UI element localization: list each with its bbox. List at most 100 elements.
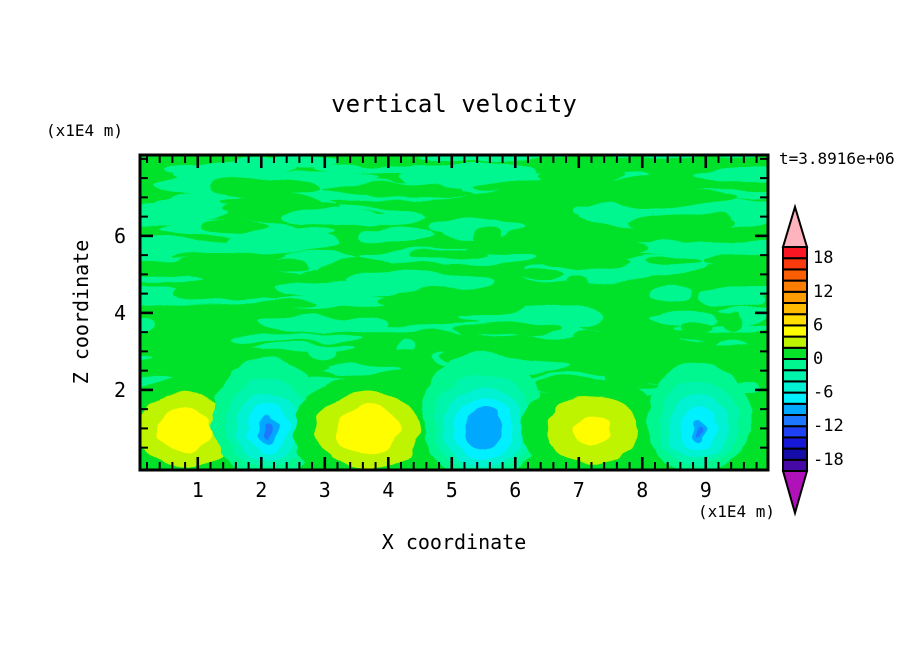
colorbar-segment [782,346,808,360]
mottle-streak [141,317,156,333]
mottle-streak [681,319,714,333]
mottle-streak [274,281,402,296]
mottle-streak [537,223,622,235]
mottle-streak [408,250,489,261]
mottle-streak [232,333,365,342]
x-tick-label: 6 [509,478,521,502]
mottle-streak [226,235,314,246]
mottle-streak [278,209,382,225]
contour-ring-updraft-3 [574,416,612,445]
mottle-streak [173,252,261,261]
x-tick-label: 2 [255,478,267,502]
colorbar-segment [782,358,808,372]
colorbar-segment [782,290,808,304]
mottle-streak [682,159,753,169]
time-label: t=3.8916e+06 [779,149,895,168]
mottle-streak [419,299,525,316]
x-tick-label: 3 [319,478,331,502]
contour-ring-updraft-2 [336,406,400,455]
mottle-streak [319,365,401,374]
colorbar-segment [782,425,808,439]
z-axis-label: Z coordinate [69,240,93,385]
mottle-streak [367,211,426,225]
colorbar-segment [782,447,808,461]
mottle-streak [522,270,563,279]
colorbar-segment [782,391,808,405]
tick-labels: 1 2 3 4 5 6 7 8 9 2 4 6 [114,224,712,502]
mottle-streak [685,342,764,354]
contour-ring-downdraft-2 [463,406,502,453]
mottle-streak [141,156,241,165]
z-tick-label: 4 [114,301,126,325]
z-tick-label: 6 [114,224,126,248]
mottle-streak [358,226,435,242]
mottle-streak [210,177,324,198]
mottle-streak [350,156,420,168]
mottle-streak [690,166,767,183]
colorbar-tick-label: -6 [813,383,833,403]
x-tick-label: 4 [382,478,394,502]
mottle-streak [543,257,630,270]
mottle-streak [252,260,311,273]
colorbar: 18 12 6 0 -6 -12 -18 [781,203,844,517]
colorbar-tick-label: 6 [813,315,823,335]
colorbar-tick-label: -18 [813,450,844,470]
mottle-streak [274,299,315,308]
mottle-streak [356,349,436,360]
colorbar-segment [782,246,808,260]
colorbar-segment [782,380,808,394]
x-tick-label: 7 [573,478,585,502]
x-tick-label: 1 [192,478,204,502]
colorbar-tick-label: -12 [813,416,844,436]
colorbar-segment [782,302,808,316]
colorbar-segment [782,268,808,282]
contour-ring-downdraft-3 [696,424,703,437]
mottle-streak [376,294,430,310]
mottle-streak [567,312,598,320]
mottle-streak [249,343,354,352]
mottle-streak [576,242,648,256]
colorbar-segment [782,414,808,428]
contour-field [141,156,767,469]
mottle-streak [313,325,452,333]
mottle-streak [421,156,573,161]
colorbar-tick-label: 18 [813,248,833,268]
colorbar-tick-label: 0 [813,349,823,369]
contour-ring-updraft-1 [157,409,214,452]
mottle-streak [704,252,767,266]
x-axis-unit-label: (x1E4 m) [698,502,775,521]
mottle-streak [724,314,744,331]
mottle-streak [607,188,737,208]
mottle-streak [560,290,585,306]
mottle-streak [644,255,703,264]
mottle-streak [525,306,604,327]
x-tick-label: 8 [636,478,648,502]
mottle-streak [615,330,720,338]
colorbar-segment [782,458,808,472]
colorbar-segment [782,324,808,338]
mottle-streak [565,275,590,290]
colorbar-segment [782,402,808,416]
plot-frame [138,153,770,472]
mottle-streak [719,308,767,317]
mottle-streak [630,213,738,232]
mottle-streak [452,322,561,336]
mottle-streak [571,329,602,341]
mottle-streak [473,228,504,247]
mottle-streak [735,286,767,295]
mottle-streak [364,188,475,198]
mottle-streak [141,356,153,362]
mottle-streak [193,344,263,359]
colorbar-segment [782,313,808,327]
x-tick-label: 5 [446,478,458,502]
z-axis-unit-label: (x1E4 m) [46,121,123,140]
mottle-streak [201,220,268,233]
mottle-streak [141,205,227,224]
contour-ring-downdraft-1 [263,420,272,441]
mottle-streak [420,209,557,221]
colorbar-over-arrow [781,203,809,248]
colorbar-tick-label: 12 [813,282,833,302]
x-tick-label: 9 [700,478,712,502]
